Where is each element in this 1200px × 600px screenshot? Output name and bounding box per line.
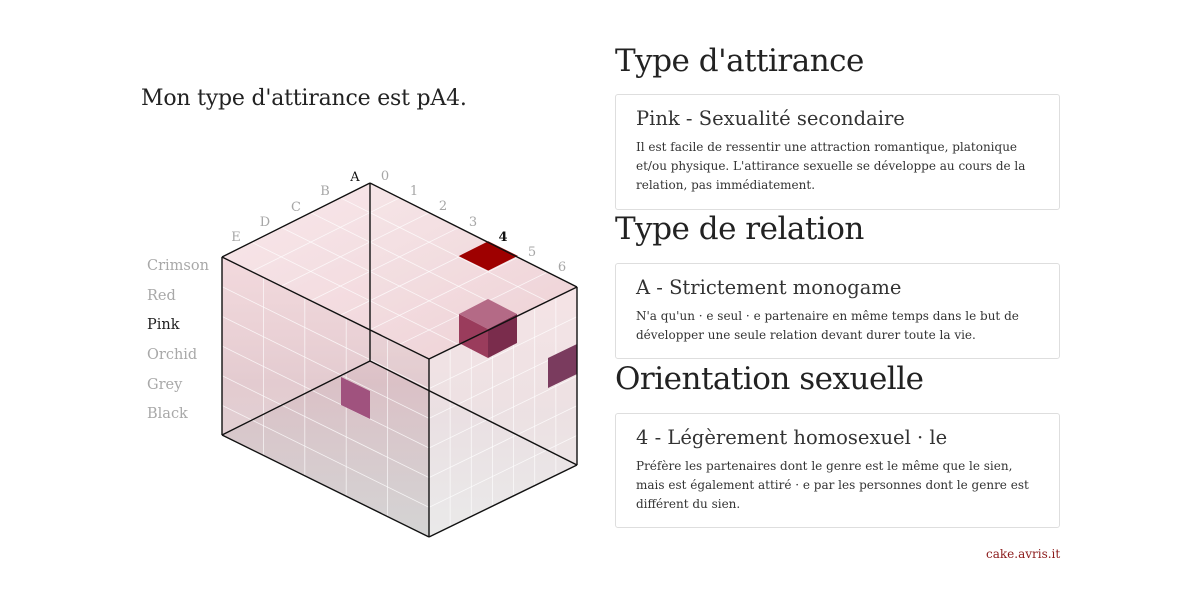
cube-digit-label: 6 [558, 260, 566, 275]
color-label-orchid[interactable]: Orchid [147, 347, 198, 364]
left-face-highlight [341, 377, 370, 419]
relation-card: A - Strictement monogame N'a qu'un · e s… [615, 263, 1060, 359]
cube-axis-labels: A B C D E 0 1 2 3 4 5 6 [231, 169, 566, 275]
color-scale-labels: Crimson Red Pink Orchid Grey Black [147, 256, 209, 434]
selected-pink-cell-left [459, 314, 488, 358]
cube-digit-label: 5 [528, 245, 536, 260]
relation-card-description: N'a qu'un · e seul · e partenaire en mêm… [636, 309, 1019, 342]
color-label-black[interactable]: Black [147, 406, 188, 423]
attraction-card-title: Pink - Sexualité secondaire [636, 107, 905, 130]
selected-pink-cell-right [488, 314, 517, 358]
color-label-grey[interactable]: Grey [147, 376, 183, 393]
footer-link[interactable]: cake.avris.it [986, 547, 1061, 561]
selected-top-cell [458, 241, 518, 271]
cube-digit-label: 0 [381, 169, 389, 184]
orientation-heading: Orientation sexuelle [615, 361, 924, 397]
cube-letter-label: A [349, 170, 360, 185]
right-face-highlight [548, 344, 577, 388]
attraction-cube[interactable]: A B C D E 0 1 2 3 4 5 6 [0, 0, 600, 600]
cube-digit-label: 4 [498, 230, 507, 245]
orientation-card-description: Préfère les partenaires dont le genre es… [636, 459, 1029, 511]
cube-digit-label: 2 [439, 199, 447, 214]
cube-letter-label: D [260, 215, 270, 230]
headline: Mon type d'attirance est pA4. [141, 86, 467, 111]
attraction-card-description: Il est facile de ressentir une attractio… [636, 140, 1026, 192]
cube-edges [221, 182, 578, 538]
cube-letter-label: B [320, 184, 330, 199]
relation-card-title: A - Strictement monogame [636, 276, 902, 299]
orientation-card-title: 4 - Légèrement homosexuel · le [636, 426, 948, 449]
cube-letter-label: C [291, 200, 301, 215]
selected-pink-cell-top [459, 299, 517, 329]
color-label-pink[interactable]: Pink [147, 317, 180, 334]
cube-body [222, 183, 577, 537]
cube-letter-label: E [231, 230, 241, 245]
color-label-red[interactable]: Red [147, 287, 176, 304]
attraction-heading: Type d'attirance [615, 43, 864, 79]
color-label-crimson[interactable]: Crimson [147, 258, 209, 274]
relation-heading: Type de relation [615, 211, 864, 247]
attraction-card: Pink - Sexualité secondaire Il est facil… [615, 94, 1060, 210]
cube-digit-label: 3 [469, 215, 477, 230]
orientation-card: 4 - Légèrement homosexuel · le Préfère l… [615, 413, 1060, 528]
cube-digit-label: 1 [410, 184, 418, 199]
